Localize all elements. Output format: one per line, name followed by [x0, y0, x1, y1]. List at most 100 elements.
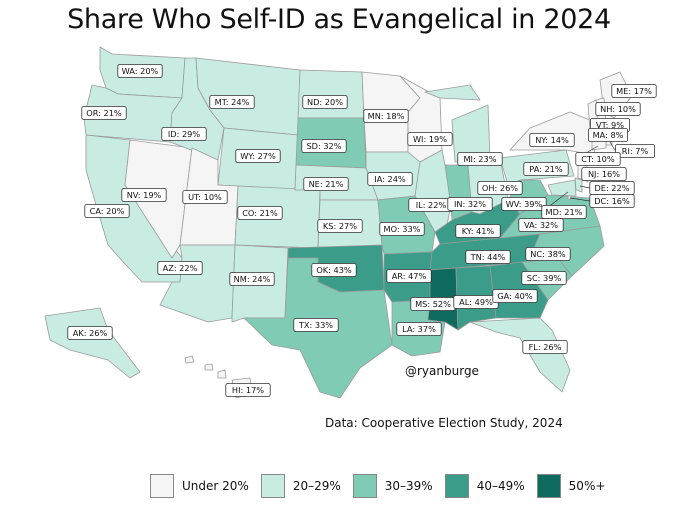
label-text: IN: 32% [454, 199, 486, 209]
label-text: WV: 39% [506, 199, 543, 209]
label-box [588, 128, 629, 142]
label-fl: FL: 26% [522, 340, 568, 354]
label-box [182, 190, 228, 204]
label-ga: GA: 40% [492, 289, 538, 303]
legend-item-50plus: 50%+ [536, 474, 606, 498]
label-sc: SC: 39% [521, 271, 567, 285]
state-labels: WA: 20% OR: 21% CA: 20%NV: 19% ID: 29% MT: 2… [67, 64, 657, 397]
state-ak [44, 307, 141, 379]
label-box [529, 133, 575, 147]
label-text: CT: 10% [581, 154, 615, 164]
label-ky: KY: 41% [455, 224, 501, 238]
label-text: TX: 33% [298, 320, 333, 330]
label-text: DE: 22% [594, 183, 629, 193]
label-hi: HI: 17% [225, 383, 271, 397]
label-ct: CT: 10% [575, 145, 621, 166]
label-box [447, 197, 493, 211]
label-box [581, 167, 627, 181]
label-text: WA: 20% [122, 66, 159, 76]
label-wi: WI: 19% [407, 132, 453, 146]
label-text: MS: 52% [415, 299, 451, 309]
label-box [521, 271, 567, 285]
label-box [589, 194, 635, 208]
legend: Under 20% 20–29% 30–39% 40–49% 50%+ [150, 474, 605, 498]
label-ok: OK: 43% [311, 263, 357, 277]
label-box [465, 250, 511, 264]
label-box [235, 149, 281, 163]
label-ca: CA: 20% [84, 204, 130, 218]
label-me: ME: 17% [611, 84, 657, 98]
label-dc: DC: 16% [569, 194, 635, 208]
map-title: Share Who Self-ID as Evangelical in 2024 [67, 4, 611, 35]
label-text: IL: 22% [416, 200, 447, 210]
state-de [574, 177, 583, 193]
label-text: AR: 47% [392, 271, 427, 281]
label-ak: AK: 26% [67, 326, 113, 340]
label-text: MO: 33% [384, 224, 421, 234]
label-text: MA: 8% [593, 130, 624, 140]
leader-line [609, 141, 616, 152]
label-text: PA: 21% [529, 164, 563, 174]
legend-label: Under 20% [182, 479, 249, 493]
label-text: TN: 44% [470, 252, 506, 262]
label-nd: ND: 20% [302, 95, 348, 109]
label-mi: MI: 23% [457, 152, 503, 166]
legend-label: 50%+ [568, 479, 606, 493]
label-box [229, 272, 275, 286]
author-credit: @ryanburge [405, 364, 479, 378]
label-box [611, 84, 657, 98]
label-nj: NJ: 16% [581, 167, 627, 181]
label-il: IL: 22% [408, 198, 454, 212]
label-text: MI: 23% [463, 154, 496, 164]
label-box [117, 64, 163, 78]
label-text: VT: 9% [596, 120, 624, 130]
legend-swatch [150, 474, 174, 498]
label-text: KY: 41% [462, 226, 495, 236]
label-box [457, 152, 503, 166]
label-md: MD: 21% [541, 191, 587, 219]
label-text: AL: 49% [459, 297, 493, 307]
label-al: AL: 49% [453, 295, 499, 309]
label-nh: NH: 10% [595, 102, 641, 116]
label-text: UT: 10% [188, 192, 222, 202]
label-ut: UT: 10% [182, 190, 228, 204]
label-box [525, 247, 571, 261]
label-text: MT: 24% [215, 97, 250, 107]
label-box [237, 206, 283, 220]
label-ri: RI: 7% [609, 141, 656, 158]
label-in: IN: 32% [447, 197, 493, 211]
label-text: MN: 18% [368, 111, 405, 121]
label-text: KS: 27% [323, 221, 357, 231]
label-text: MD: 21% [546, 207, 583, 217]
label-box [396, 322, 442, 336]
label-text: NV: 19% [127, 190, 162, 200]
label-box [311, 263, 357, 277]
label-text: AK: 26% [73, 328, 108, 338]
label-nv: NV: 19% [121, 188, 167, 202]
legend-label: 40–49% [476, 479, 525, 493]
label-tn: TN: 44% [465, 250, 511, 264]
label-text: ID: 29% [168, 129, 200, 139]
label-mt: MT: 24% [209, 95, 255, 109]
legend-swatch [352, 474, 377, 498]
label-box [293, 318, 339, 332]
label-nc: NC: 38% [525, 247, 571, 261]
legend-item-under20: Under 20% [150, 474, 249, 498]
label-ms: MS: 52% [410, 297, 456, 311]
label-va: VA: 32% [518, 218, 564, 232]
label-text: NY: 14% [535, 135, 569, 145]
label-box [492, 289, 538, 303]
label-box [595, 102, 641, 116]
label-box [523, 162, 569, 176]
label-az: AZ: 22% [157, 261, 203, 275]
label-wv: WV: 39% [501, 197, 547, 211]
label-text: LA: 37% [402, 324, 436, 334]
label-text: SC: 39% [527, 273, 562, 283]
label-text: RI: 7% [622, 146, 649, 156]
label-box [477, 181, 523, 195]
label-text: FL: 26% [529, 342, 562, 352]
label-box [541, 205, 587, 219]
label-text: GA: 40% [497, 291, 533, 301]
label-la: LA: 37% [396, 322, 442, 336]
